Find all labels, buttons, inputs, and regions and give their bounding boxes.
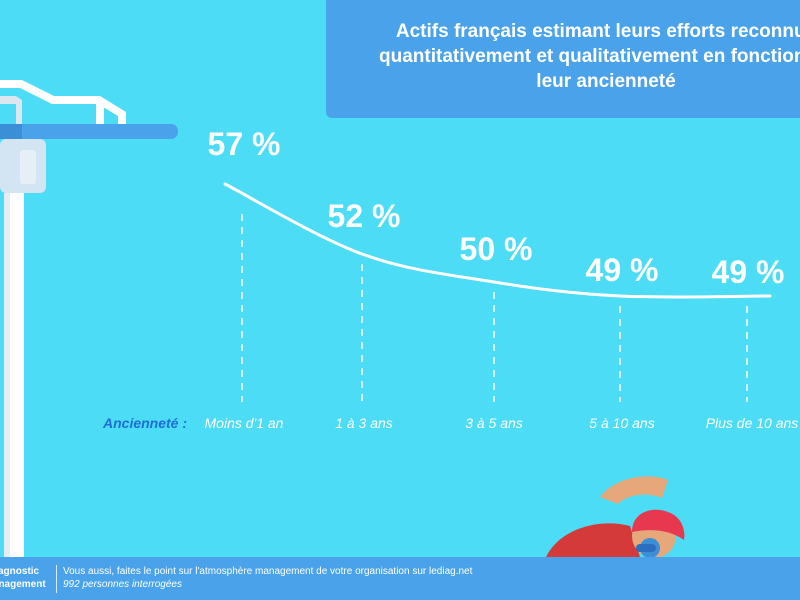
- chart-title: Actifs français estimant leurs efforts r…: [379, 21, 800, 92]
- value-label: 52 %: [327, 198, 401, 234]
- x-axis-title: Ancienneté :: [103, 415, 188, 431]
- value-label: 49 %: [585, 252, 659, 288]
- swimmer-icon: [546, 476, 685, 558]
- category-label: 3 à 5 ans: [465, 415, 523, 431]
- category-label: 5 à 10 ans: [589, 415, 655, 431]
- brand-line-1: Diagnostic: [0, 566, 40, 577]
- brand-line-2: management: [0, 579, 46, 590]
- diving-board-icon: [0, 80, 178, 600]
- value-label: 49 %: [711, 254, 785, 290]
- value-label: 57 %: [207, 126, 281, 162]
- footer-respondents: 992 personnes interrogées: [63, 579, 182, 590]
- category-label: Moins d'1 an: [204, 415, 284, 431]
- footer: Diagnostic management Vous aussi, faites…: [0, 557, 800, 600]
- footer-cta-text: Vous aussi, faites le point sur l'atmosp…: [63, 566, 473, 577]
- value-label: 50 %: [459, 231, 533, 267]
- title-panel: Actifs français estimant leurs efforts r…: [326, 0, 800, 118]
- footer-divider: [56, 565, 57, 593]
- category-label: 1 à 3 ans: [335, 415, 393, 431]
- category-label: Plus de 10 ans: [705, 415, 799, 431]
